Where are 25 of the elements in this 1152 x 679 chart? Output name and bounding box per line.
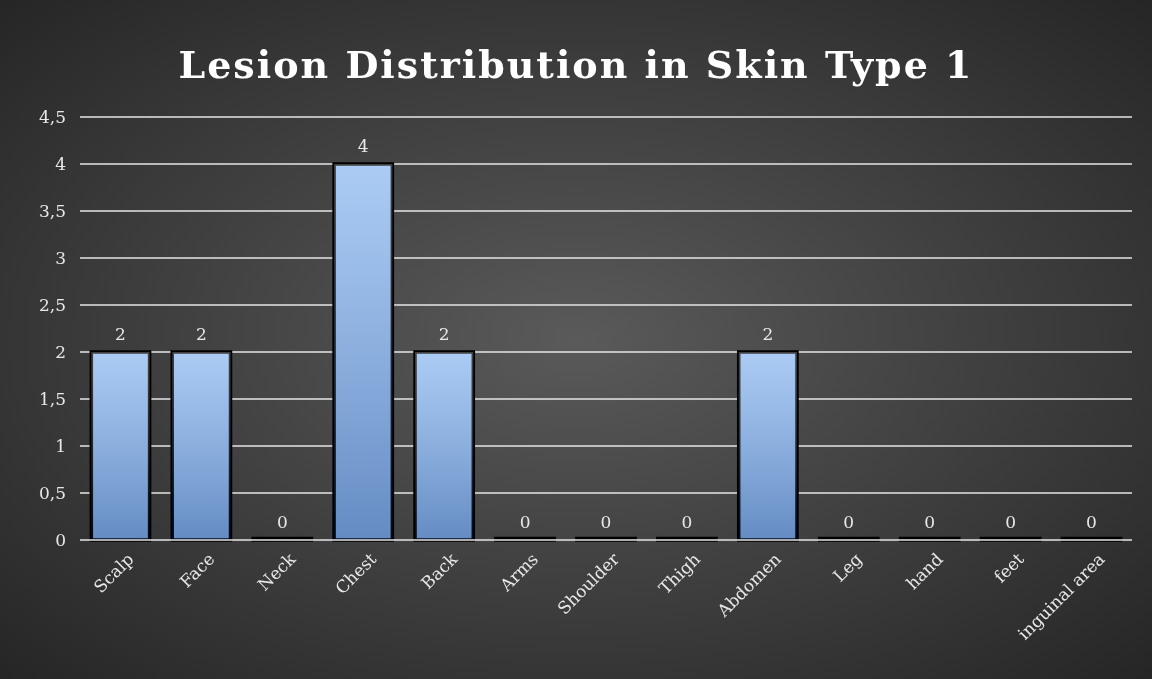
y-tick-label: 3,5	[38, 200, 66, 221]
data-label: 2	[762, 324, 774, 344]
data-label: 0	[843, 512, 855, 532]
y-tick-label: 0,5	[38, 482, 66, 503]
data-label: 0	[600, 512, 612, 532]
data-label: 2	[115, 324, 126, 344]
data-label: 0	[1005, 512, 1017, 532]
data-label: 0	[519, 512, 531, 532]
chart-title: Lesion Distribution in Skin Type 1	[178, 42, 974, 87]
y-tick-label: 4,5	[38, 106, 66, 127]
y-tick-label: 1	[55, 435, 66, 456]
data-label: 0	[276, 512, 288, 532]
x-tick-label: Leg	[828, 548, 866, 586]
y-tick-label: 0	[55, 529, 66, 550]
data-label: 2	[195, 324, 207, 344]
y-tick-label: 1,5	[38, 388, 66, 409]
y-tick-label: 4	[55, 153, 66, 174]
data-label: 0	[1086, 512, 1097, 532]
y-tick-label: 2	[55, 341, 66, 362]
data-label: 0	[924, 512, 936, 532]
data-label: 4	[357, 136, 369, 156]
data-label: 2	[438, 324, 450, 344]
y-tick-label: 2,5	[38, 294, 66, 315]
y-tick-label: 3	[55, 247, 66, 268]
data-label: 0	[681, 512, 693, 532]
